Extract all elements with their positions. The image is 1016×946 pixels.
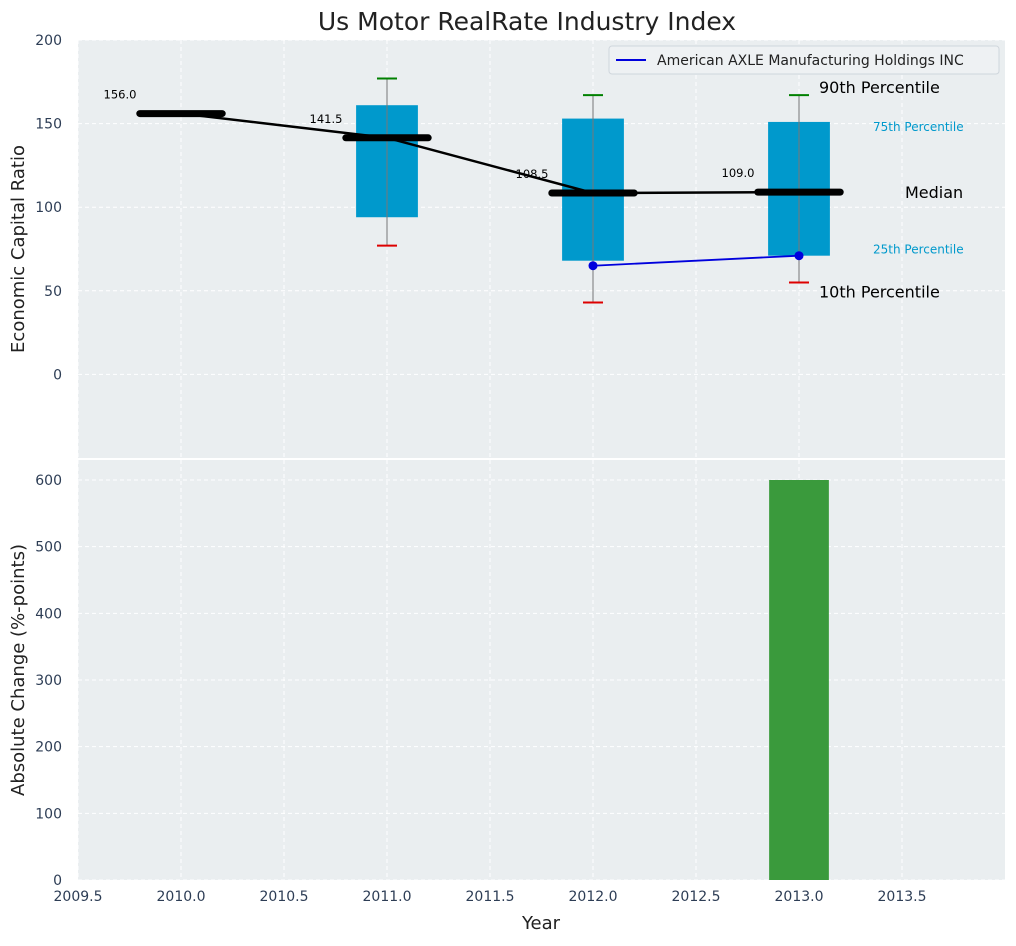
median-value-label: 108.5 (516, 167, 549, 181)
annotation-75th-percentile: 75th Percentile (873, 120, 964, 134)
x-tick-label: 2012.5 (672, 889, 721, 905)
median-value-label: 156.0 (104, 88, 137, 102)
annotation-median: Median (905, 183, 963, 202)
annotation-10th-percentile: 10th Percentile (819, 282, 940, 301)
chart-title: Us Motor RealRate Industry Index (318, 7, 736, 36)
median-value-label: 109.0 (722, 166, 755, 180)
x-tick-label: 2013.0 (775, 889, 824, 905)
median-trend-line (180, 112, 800, 195)
top-y-tick-label: 200 (35, 33, 62, 49)
bottom-y-tick-label: 500 (35, 540, 62, 556)
median-value-label: 141.5 (310, 112, 343, 126)
bottom-y-tick-label: 100 (35, 806, 62, 822)
x-tick-label: 2011.5 (466, 889, 515, 905)
company-series-point (794, 251, 804, 261)
x-tick-label: 2012.0 (569, 889, 618, 905)
x-tick-label: 2011.0 (363, 889, 412, 905)
top-panel-background (78, 40, 1005, 458)
bottom-y-tick-label: 600 (35, 473, 62, 489)
annotation-25th-percentile: 25th Percentile (873, 243, 964, 257)
x-tick-label: 2009.5 (54, 889, 103, 905)
annotation-90th-percentile: 90th Percentile (819, 78, 940, 97)
top-y-tick-label: 0 (53, 367, 62, 383)
company-series-line (592, 254, 800, 267)
legend-box (608, 45, 1000, 75)
bottom-panel-background (78, 460, 1005, 880)
bottom-y-tick-label: 0 (53, 873, 62, 889)
bottom-y-tick-label: 300 (35, 673, 62, 689)
bottom-y-tick-label: 400 (35, 606, 62, 622)
x-tick-label: 2013.5 (878, 889, 927, 905)
legend-label: American AXLE Manufacturing Holdings INC (657, 53, 964, 69)
company-series-point (588, 261, 598, 271)
x-axis-label: Year (521, 913, 561, 934)
top-y-tick-label: 150 (35, 117, 62, 133)
top-y-tick-label: 50 (44, 284, 62, 300)
bottom-y-axis-label: Absolute Change (%-points) (8, 544, 29, 796)
bottom-y-tick-label: 200 (35, 740, 62, 756)
x-tick-label: 2010.5 (260, 889, 309, 905)
legend: American AXLE Manufacturing Holdings INC (608, 45, 1000, 75)
top-y-tick-label: 100 (35, 200, 62, 216)
absolute-change-bar (769, 480, 829, 880)
top-y-axis-label: Economic Capital Ratio (8, 145, 29, 353)
x-tick-label: 2010.0 (157, 889, 206, 905)
